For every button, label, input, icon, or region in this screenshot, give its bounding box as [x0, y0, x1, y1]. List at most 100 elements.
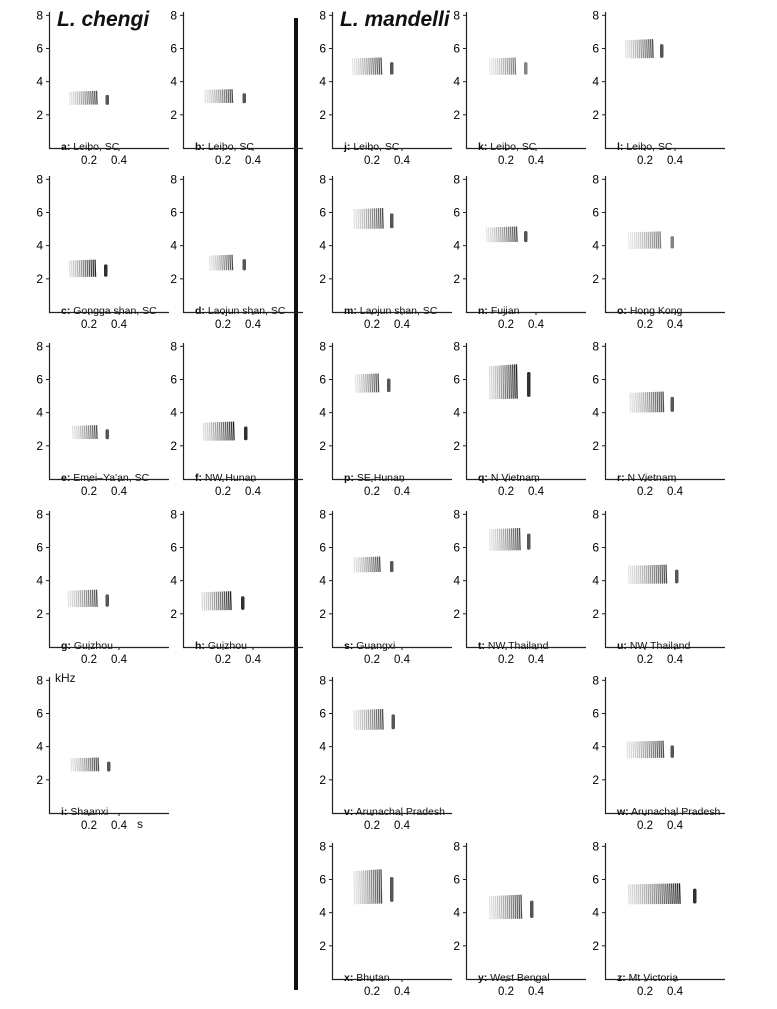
spectrogram-streak — [508, 364, 511, 399]
spectrogram-streak — [631, 565, 634, 584]
spectrogram-streak — [365, 709, 368, 730]
panel-location: NW Thailand — [485, 640, 549, 652]
spectrogram-streak — [95, 90, 98, 105]
spectrogram-streak — [642, 741, 645, 759]
spectrogram-streak — [656, 391, 659, 413]
x-tick-label: 0.4 — [111, 486, 128, 498]
spectrogram-streak — [678, 883, 681, 904]
spectrogram-streak — [514, 894, 517, 919]
x-tick-label: 0.4 — [667, 654, 684, 666]
spectrogram-streak — [79, 425, 82, 440]
x-tick-label: 0.4 — [394, 986, 411, 998]
spectrogram-streak — [633, 392, 636, 413]
y-tick-label: 2 — [36, 439, 43, 453]
spectrogram-streak — [513, 364, 516, 399]
spectrogram-plot: 2 4 6 8 0.2 0.4 — [592, 172, 725, 331]
y-tick-label: 2 — [319, 272, 326, 286]
y-tick-label: 4 — [592, 906, 599, 920]
panel-label: u: NW Thailand — [617, 640, 690, 652]
spectrogram-streak — [640, 39, 643, 59]
spectrogram-streak — [206, 89, 209, 104]
y-tick-label: 4 — [36, 740, 43, 754]
spectrogram-streak — [490, 366, 493, 400]
spectrogram-streak — [505, 226, 508, 243]
spectrogram-streak — [637, 232, 640, 249]
spectrogram-streak — [518, 894, 521, 919]
spectrogram-streak — [485, 227, 488, 243]
panel-label: c: Gongga shan, SC — [61, 305, 157, 317]
spectrogram-plot: 2 4 6 8 0.2 0.4 — [170, 172, 303, 331]
panel-location: Guizhou — [70, 640, 113, 652]
panel-location: NW Thailand — [626, 640, 691, 652]
spectrogram-plot: 2 4 6 8 0.2 0.4 — [319, 339, 452, 498]
terminal-element — [390, 213, 394, 229]
spectrogram-streak — [70, 260, 73, 278]
spectrogram-streak — [644, 392, 647, 413]
spectrogram-streak — [657, 883, 660, 905]
y-tick-label: 8 — [453, 839, 460, 853]
spectrogram-streak — [361, 709, 364, 730]
y-tick-label: 4 — [319, 574, 326, 588]
panel-letter: a: — [61, 141, 71, 153]
terminal-element — [524, 230, 528, 243]
spectrogram-streak — [205, 592, 208, 611]
spectrogram-streak — [643, 231, 646, 249]
spectrogram-streak — [520, 894, 523, 919]
spectrogram-plot: 2 4 6 8 0.2 0.4 — [453, 339, 586, 498]
spectrogram-streak — [506, 364, 509, 399]
y-tick-label: 4 — [170, 239, 177, 253]
spectrogram-streak — [72, 260, 75, 278]
spectrogram-streak — [633, 884, 636, 905]
spectrogram-streak — [628, 741, 631, 759]
y-tick-label: 8 — [36, 507, 43, 521]
x-tick-label: 0.2 — [81, 155, 97, 167]
spectrogram-streak — [83, 757, 86, 772]
terminal-element — [670, 745, 674, 758]
y-tick-label: 6 — [36, 41, 43, 55]
axis-frame — [48, 343, 169, 481]
spectrogram-streak — [365, 208, 368, 229]
spectrogram-streak — [365, 373, 367, 393]
spectrogram-streak — [372, 869, 375, 904]
spectrogram-streak — [381, 708, 384, 730]
x-tick-label: 0.2 — [637, 319, 653, 331]
spectrogram-plot: 2 4 6 8 0.2 0.4 — [36, 673, 169, 832]
terminal-element — [242, 93, 246, 104]
spectrogram-streak — [369, 709, 372, 730]
terminal-element — [693, 888, 697, 904]
spectrogram-panel: 2 4 6 8 0.2 0.4 x: Bhutan — [319, 839, 452, 1005]
spectrogram-streak — [210, 255, 213, 271]
y-tick-label: 8 — [319, 507, 326, 521]
spectrogram-streak — [358, 374, 361, 393]
spectrogram-streak — [71, 590, 74, 608]
spectrogram-streak — [86, 91, 89, 105]
terminal-element — [390, 62, 394, 75]
spectrogram-streak — [488, 896, 491, 920]
terminal-element — [105, 94, 109, 105]
spectrogram-streak — [74, 91, 77, 105]
y-tick-label: 2 — [592, 939, 599, 953]
spectrogram-streak — [503, 226, 506, 243]
axis-frame — [465, 176, 586, 314]
axis-frame — [331, 843, 452, 981]
spectrogram-streak — [359, 709, 362, 730]
y-tick-label: 2 — [170, 607, 177, 621]
species-divider — [294, 18, 298, 990]
spectrogram-streak — [72, 758, 75, 772]
x-tick-label: 0.2 — [498, 986, 514, 998]
spectrogram-streak — [89, 757, 92, 772]
spectrogram-streak — [366, 870, 369, 904]
spectrogram-streak — [491, 227, 494, 243]
spectrogram-plot: 2 4 6 8 0.2 0.4 — [36, 507, 169, 666]
spectrogram-streak — [218, 422, 221, 441]
spectrogram-streak — [660, 740, 663, 758]
spectrogram-streak — [513, 226, 516, 243]
spectrogram-streak — [378, 869, 381, 904]
y-tick-label: 2 — [319, 939, 326, 953]
spectrogram-streak — [627, 884, 630, 905]
y-tick-label: 8 — [36, 339, 43, 353]
spectrogram-streak — [639, 392, 641, 413]
axis-frame — [331, 511, 452, 649]
y-tick-label: 4 — [36, 75, 43, 89]
spectrogram-streak — [93, 757, 96, 772]
